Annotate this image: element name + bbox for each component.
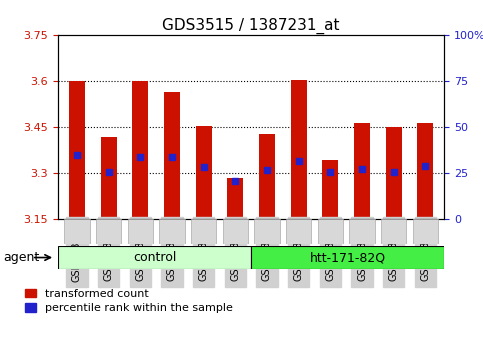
Bar <box>69 81 85 219</box>
FancyBboxPatch shape <box>96 219 121 244</box>
FancyBboxPatch shape <box>255 219 280 244</box>
Bar <box>354 123 370 219</box>
Bar <box>164 92 180 219</box>
Bar <box>417 123 433 219</box>
Bar <box>101 137 116 219</box>
Text: agent: agent <box>3 251 39 264</box>
FancyBboxPatch shape <box>159 219 185 244</box>
FancyBboxPatch shape <box>128 219 153 244</box>
FancyBboxPatch shape <box>412 219 438 244</box>
Title: GDS3515 / 1387231_at: GDS3515 / 1387231_at <box>162 18 340 34</box>
Bar <box>386 127 401 219</box>
Bar <box>259 133 275 219</box>
FancyBboxPatch shape <box>349 219 375 244</box>
FancyBboxPatch shape <box>286 219 312 244</box>
FancyBboxPatch shape <box>318 219 343 244</box>
Bar <box>323 160 338 219</box>
Text: control: control <box>133 251 176 264</box>
FancyBboxPatch shape <box>191 219 216 244</box>
Text: htt-171-82Q: htt-171-82Q <box>310 251 386 264</box>
Bar <box>227 178 243 219</box>
FancyBboxPatch shape <box>251 246 444 269</box>
FancyBboxPatch shape <box>58 246 251 269</box>
FancyBboxPatch shape <box>381 219 406 244</box>
FancyBboxPatch shape <box>64 219 90 244</box>
Bar <box>291 80 307 219</box>
Bar <box>132 81 148 219</box>
Legend: transformed count, percentile rank within the sample: transformed count, percentile rank withi… <box>25 289 233 313</box>
Bar <box>196 126 212 219</box>
FancyBboxPatch shape <box>223 219 248 244</box>
